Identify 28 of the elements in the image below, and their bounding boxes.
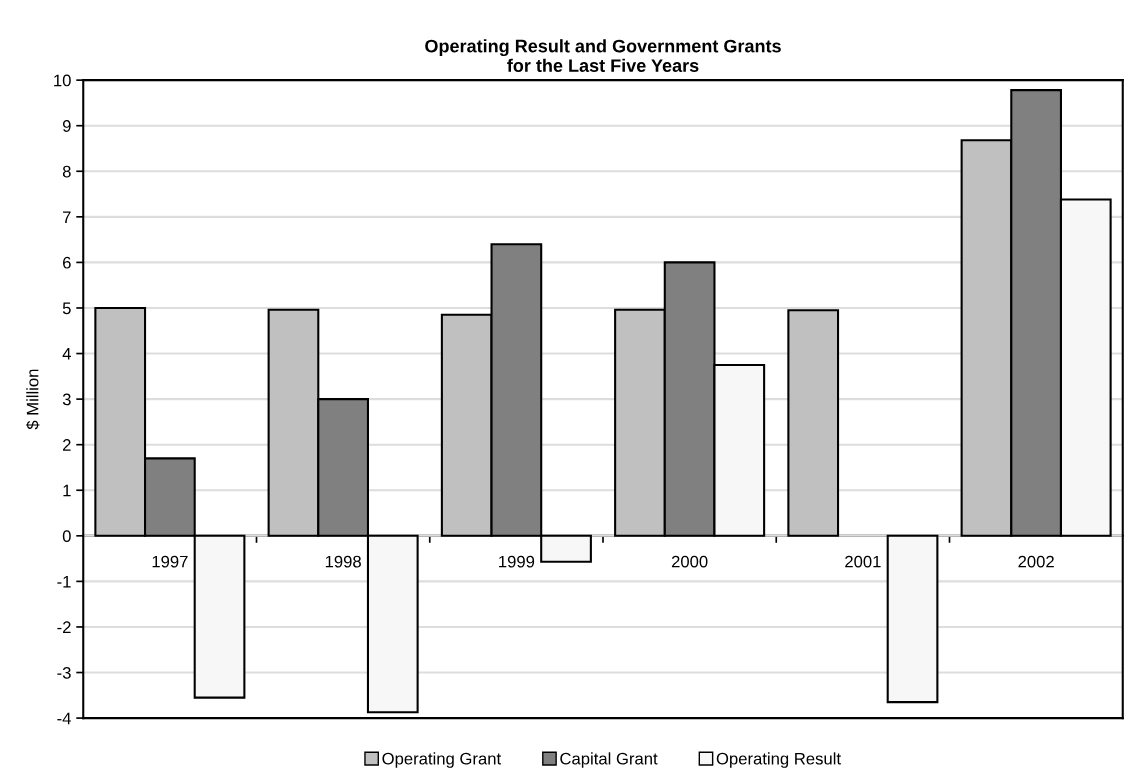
bar xyxy=(886,534,939,704)
x-tick-label: 1998 xyxy=(325,555,361,568)
y-tick-label: -1 xyxy=(57,575,71,588)
bar xyxy=(787,309,840,537)
y-tick-label: 1 xyxy=(63,484,71,497)
y-tick-label: -4 xyxy=(57,712,71,725)
y-tick-label: 3 xyxy=(62,393,71,406)
y-tick-label: 9 xyxy=(62,120,71,132)
x-tick-label: 1997 xyxy=(152,555,188,568)
x-tick-label: 2002 xyxy=(1018,555,1054,568)
y-tick-label: -2 xyxy=(57,621,71,633)
y-tick-label: 8 xyxy=(62,165,71,178)
x-tick-label: 2000 xyxy=(671,555,708,568)
y-tick-label: -3 xyxy=(57,666,71,679)
y-tick-label: 0 xyxy=(62,530,71,543)
x-tick-label: 1999 xyxy=(499,555,535,568)
y-tick-label: 5 xyxy=(62,302,71,315)
y-axis-title: $ Million xyxy=(26,369,40,430)
legend-label: Capital Grant xyxy=(560,752,658,768)
y-tick-label: 10 xyxy=(54,74,71,87)
y-tick-label: 6 xyxy=(63,256,71,269)
legend-label: Operating Grant xyxy=(382,752,502,768)
y-tick-label: 7 xyxy=(63,211,71,223)
y-tick-label: 2 xyxy=(63,439,71,451)
legend-label: Operating Result xyxy=(716,752,841,768)
x-tick-label: 2001 xyxy=(845,555,881,568)
y-tick-label: 4 xyxy=(62,348,71,360)
chart-title: Operating Result and Government Grants for the Last Five Years xyxy=(425,39,781,72)
